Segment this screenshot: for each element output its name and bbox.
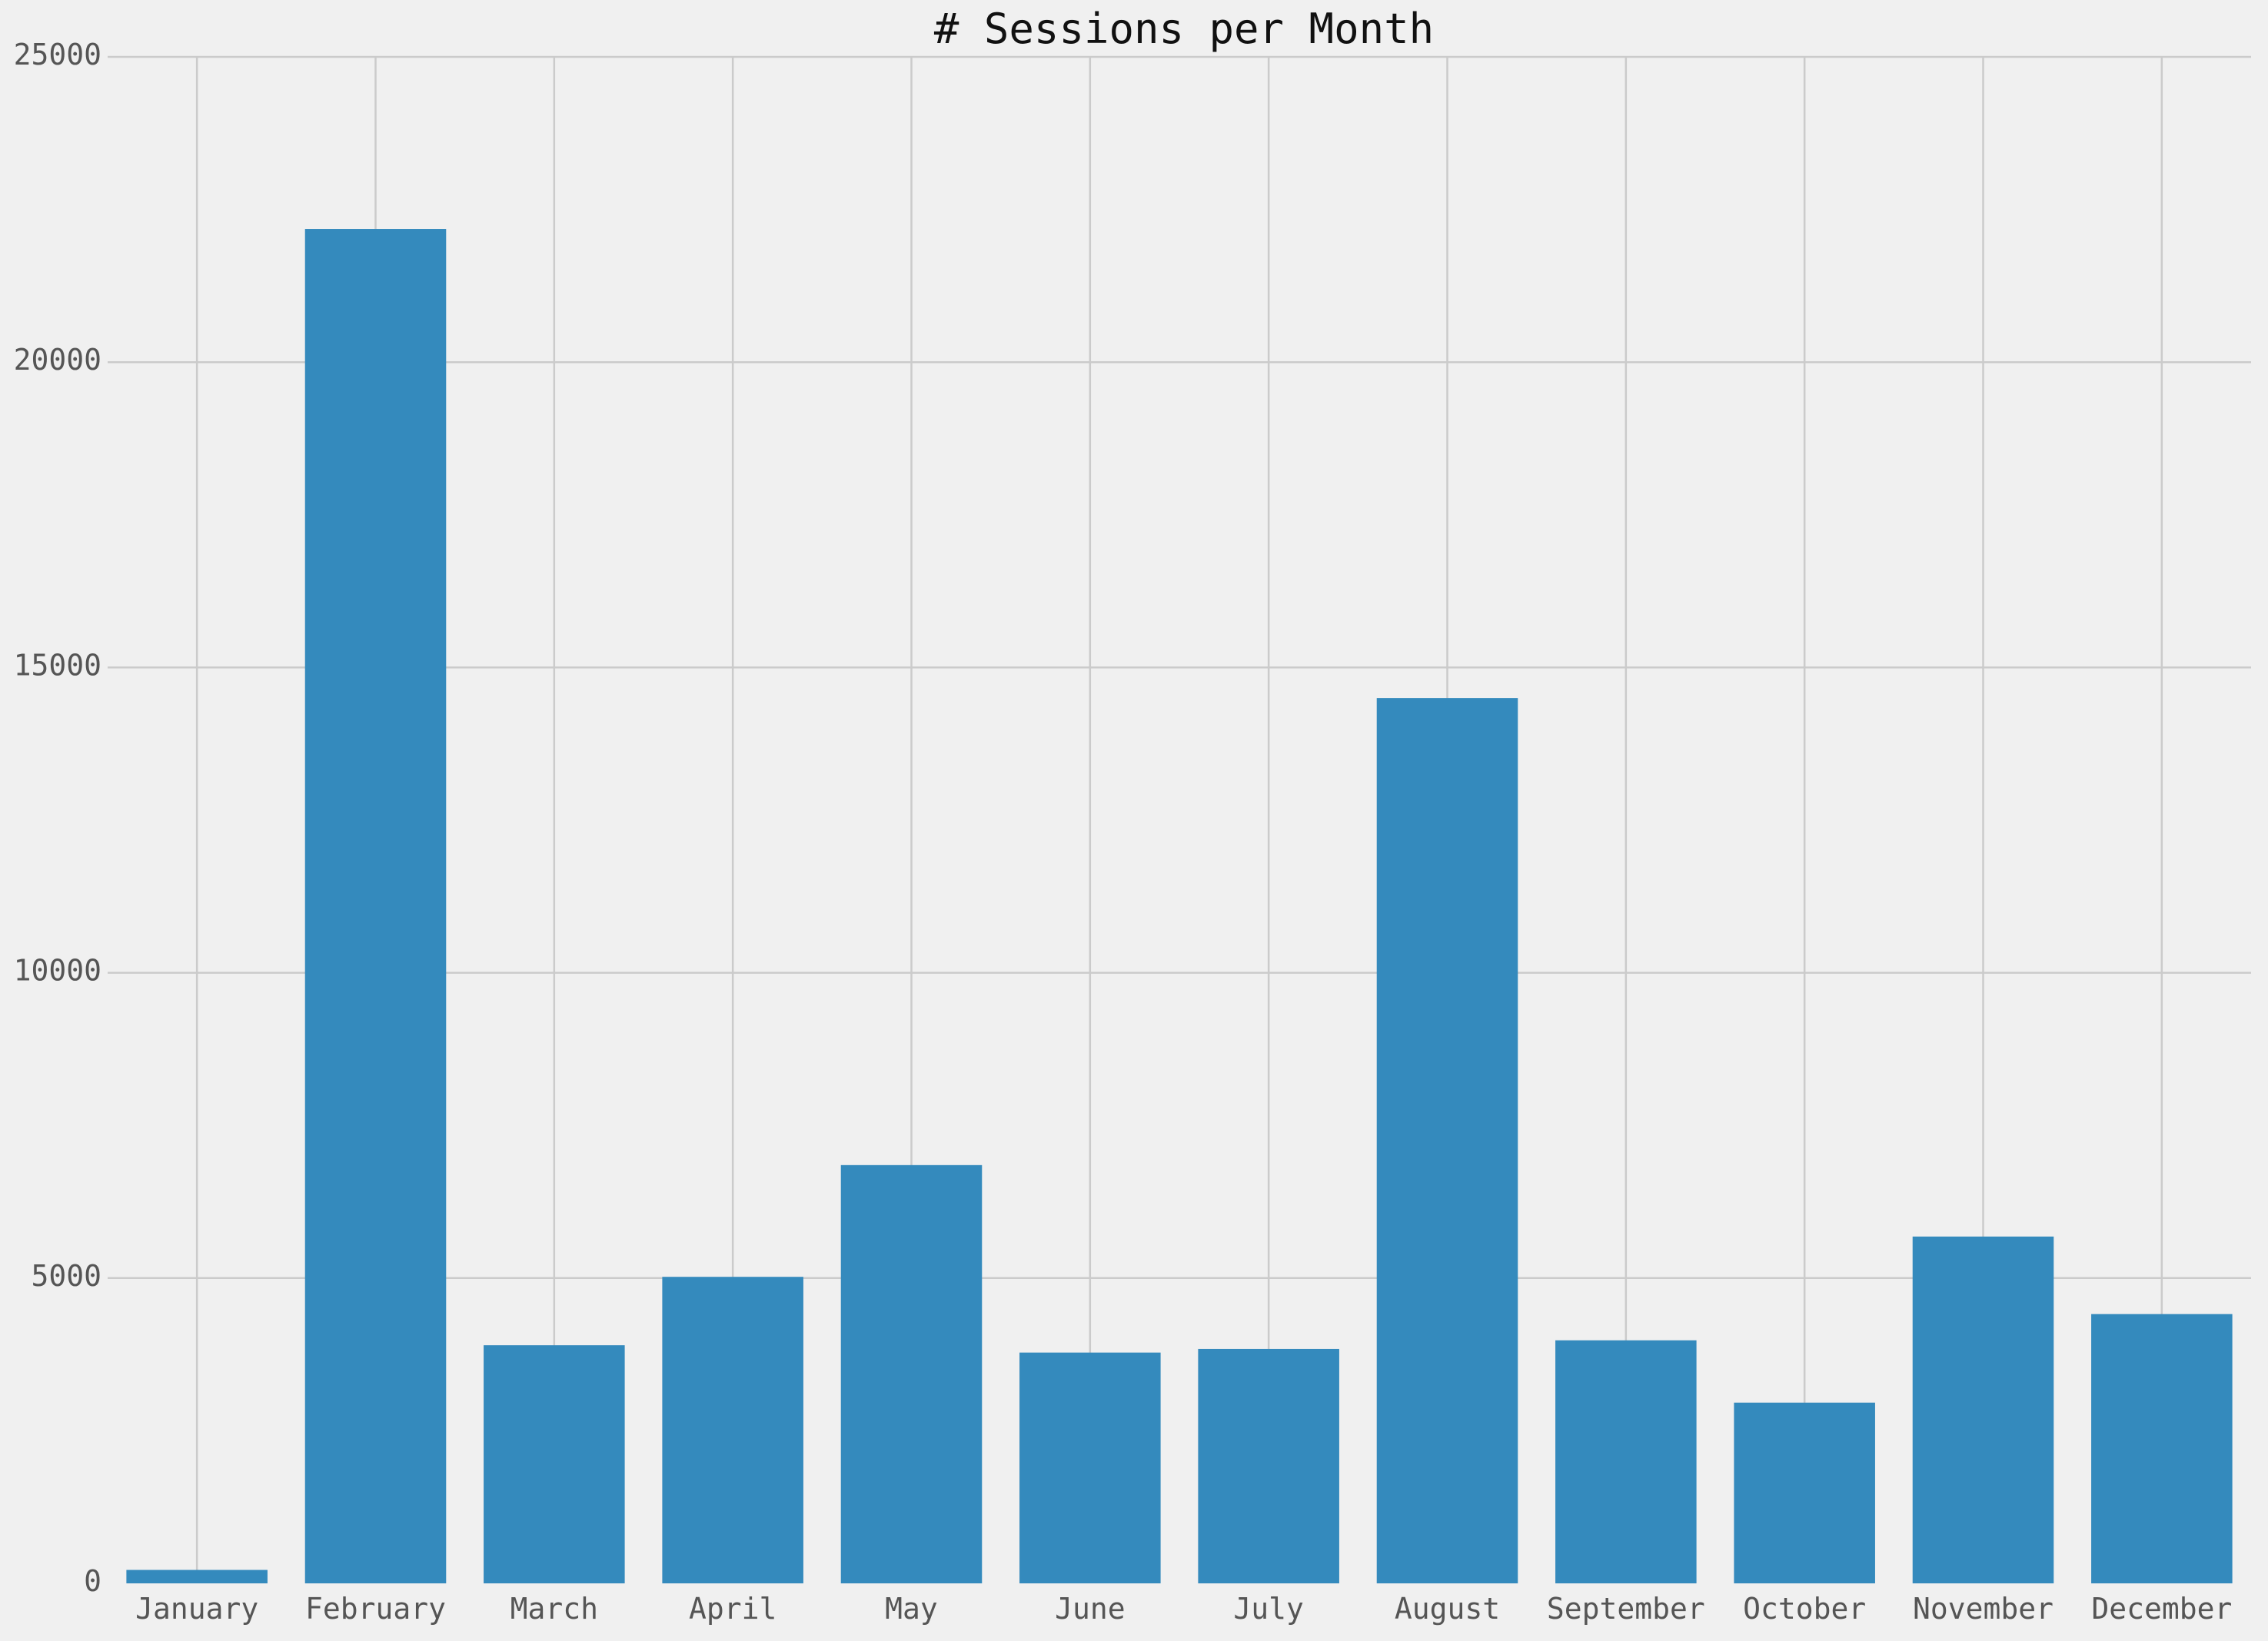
x-tick-label: November (1913, 1592, 2054, 1626)
x-tick-label: January (135, 1592, 258, 1626)
bar-march (484, 1345, 625, 1583)
bar-september (1555, 1340, 1697, 1583)
bar-june (1019, 1352, 1161, 1583)
chart-title: # Sessions per Month (934, 5, 1434, 53)
x-tick-label: March (510, 1592, 598, 1626)
x-tick-label: October (1743, 1592, 1866, 1626)
y-tick-label: 0 (84, 1564, 101, 1598)
x-tick-label: July (1233, 1592, 1304, 1626)
x-tick-label: September (1547, 1592, 1705, 1626)
bar-february (304, 229, 447, 1584)
bar-december (2091, 1314, 2233, 1583)
x-tick-label: December (2091, 1592, 2232, 1626)
x-axis-ticks: January February March April May June July Augu… (135, 1592, 2232, 1626)
x-tick-label: May (885, 1592, 938, 1626)
y-tick-label: 10000 (14, 954, 101, 988)
x-tick-label: August (1395, 1592, 1500, 1626)
bar-january (126, 1570, 268, 1583)
bar-october (1734, 1402, 1875, 1583)
bar-april (662, 1277, 803, 1583)
bar-may (840, 1164, 983, 1583)
y-tick-label: 20000 (14, 343, 101, 377)
x-tick-label: June (1055, 1592, 1126, 1626)
y-axis-ticks: 0 5000 10000 15000 20000 25000 (14, 38, 101, 1598)
bar-july (1198, 1348, 1339, 1583)
bar-august (1376, 698, 1518, 1583)
y-tick-label: 5000 (31, 1259, 101, 1293)
y-tick-label: 25000 (14, 38, 101, 71)
y-tick-label: 15000 (14, 648, 101, 682)
bar-november (1912, 1236, 2054, 1583)
x-tick-label: February (305, 1592, 446, 1626)
bars (126, 229, 2233, 1584)
x-tick-label: April (689, 1592, 777, 1626)
